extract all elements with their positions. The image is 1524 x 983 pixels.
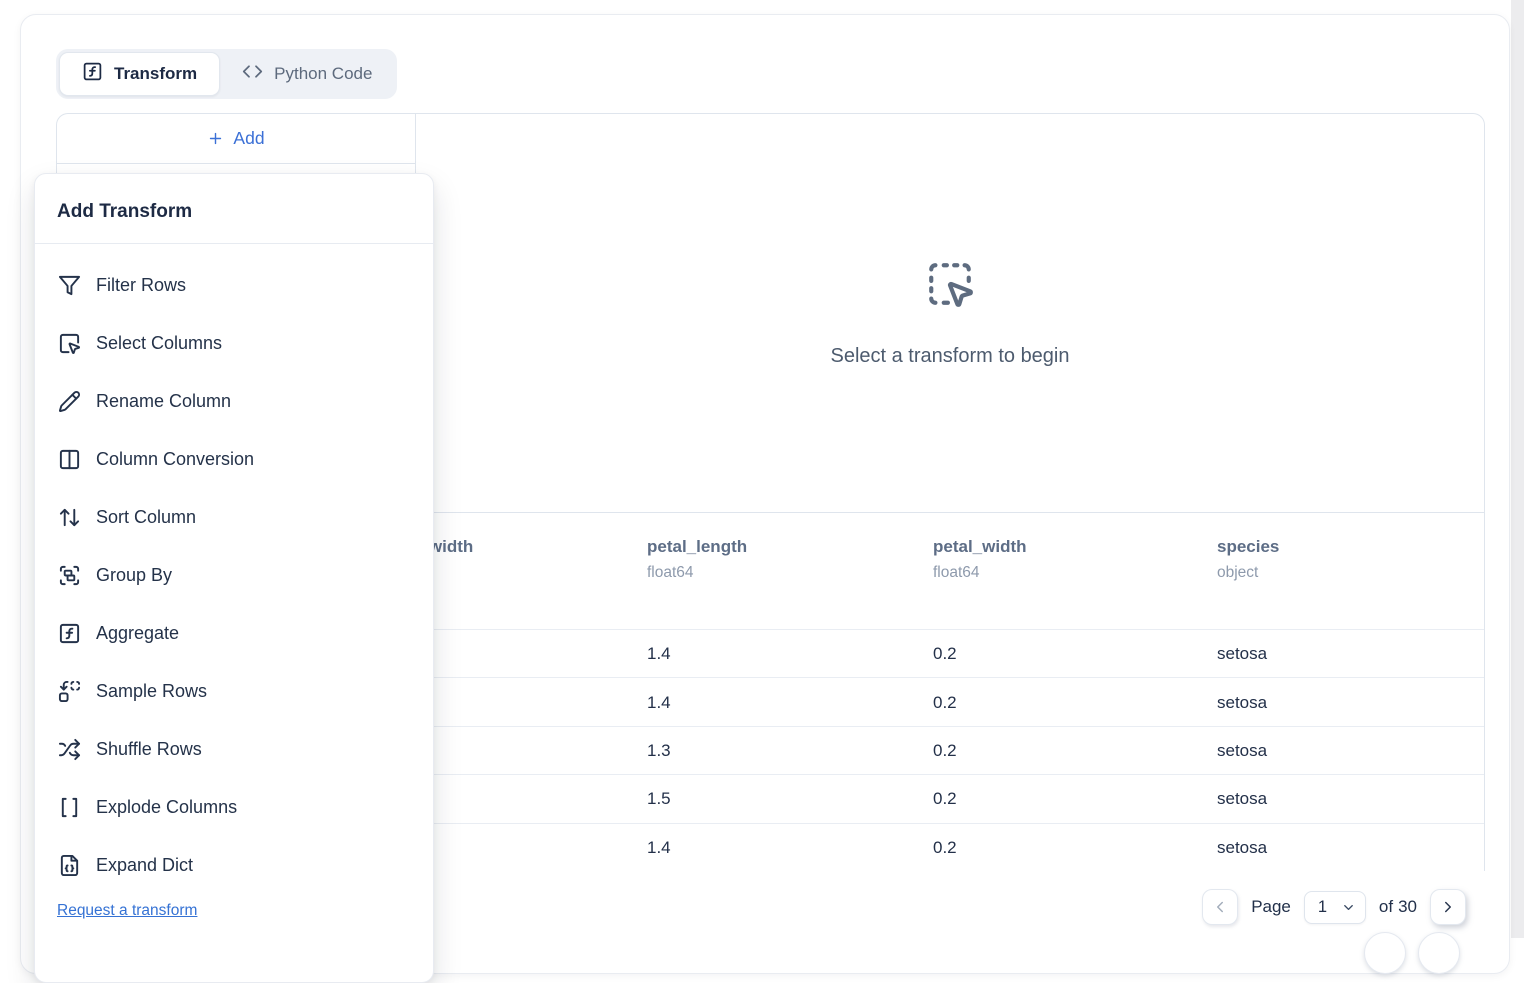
cell-petal-width: 0.2 xyxy=(933,692,957,712)
group-icon xyxy=(57,563,81,587)
column-dtype: float64 xyxy=(647,564,694,581)
cell-petal-width: 0.2 xyxy=(933,837,957,857)
tab-python-code[interactable]: Python Code xyxy=(220,52,394,96)
prev-page-button[interactable] xyxy=(1202,889,1239,925)
table-row[interactable]: 1.4 0.2 setosa xyxy=(57,822,1484,871)
sort-icon xyxy=(57,505,81,529)
dropdown-item-explode-columns[interactable]: Explode Columns xyxy=(35,778,433,836)
chevron-left-icon xyxy=(1211,898,1229,916)
brackets-icon xyxy=(57,795,81,819)
cell-petal-width: 0.2 xyxy=(933,644,957,664)
dropdown-item-aggregate[interactable]: Aggregate xyxy=(35,604,433,662)
columns-icon xyxy=(57,447,81,471)
add-transform-dropdown: Add Transform Filter Rows Select Columns… xyxy=(34,173,434,983)
select-columns-icon xyxy=(57,331,81,355)
function-square-icon xyxy=(82,61,103,87)
function-icon xyxy=(57,621,81,645)
expand-dict-icon xyxy=(57,853,81,877)
funnel-icon xyxy=(57,273,81,297)
dropdown-item-rename-column[interactable]: Rename Column xyxy=(35,372,433,430)
dropdown-item-select-columns[interactable]: Select Columns xyxy=(35,314,433,372)
dropdown-item-filter-rows[interactable]: Filter Rows xyxy=(35,256,433,314)
request-transform-link[interactable]: Request a transform xyxy=(57,902,198,919)
table-row[interactable]: 1.4 0.2 setosa xyxy=(57,677,1484,725)
cell-petal-length: 1.5 xyxy=(647,789,671,809)
editor-tabbar: Transform Python Code xyxy=(56,49,398,99)
column-dtype: float64 xyxy=(933,564,980,581)
dashed-square-mouse-pointer-icon xyxy=(925,259,975,309)
cell-species: setosa xyxy=(1217,740,1268,760)
page-scrollbar[interactable] xyxy=(1511,0,1524,938)
dropdown-item-column-conversion[interactable]: Column Conversion xyxy=(35,430,433,488)
dropdown-title: Add Transform xyxy=(57,201,193,222)
column-name: petal_width xyxy=(933,537,1027,556)
dropdown-menu: Filter Rows Select Columns Rename Column… xyxy=(35,244,433,894)
column-name: species xyxy=(1217,537,1280,556)
plus-icon xyxy=(207,130,224,147)
dropdown-item-shuffle-rows[interactable]: Shuffle Rows xyxy=(35,720,433,778)
column-name: petal_length xyxy=(647,537,748,556)
page-label: Page xyxy=(1251,897,1291,916)
code-icon xyxy=(242,61,263,87)
table-body: 1.4 0.2 setosa 1.4 0.2 setosa 1.3 0.2 se… xyxy=(57,629,1484,871)
cell-petal-width: 0.2 xyxy=(933,740,957,760)
pencil-icon xyxy=(57,389,81,413)
column-header[interactable]: petal_width float64 xyxy=(933,513,1217,629)
tab-python-code-label: Python Code xyxy=(274,64,373,83)
page-select[interactable]: 1 xyxy=(1303,890,1366,924)
dropdown-item-group-by[interactable]: Group By xyxy=(35,546,433,604)
sample-icon xyxy=(57,679,81,703)
app-card: Transform Python Code Add Select a trans… xyxy=(20,14,1510,983)
next-page-button[interactable] xyxy=(1430,889,1466,925)
chevron-down-icon xyxy=(1341,900,1356,915)
tab-transform-label: Transform xyxy=(114,64,198,83)
column-dtype: object xyxy=(1217,564,1259,581)
page-total: of 30 xyxy=(1378,897,1417,916)
cell-species: setosa xyxy=(1217,692,1268,712)
dropdown-divider xyxy=(35,243,433,244)
cell-petal-length: 1.3 xyxy=(647,740,671,760)
cell-petal-length: 1.4 xyxy=(647,692,671,712)
cell-species: setosa xyxy=(1217,837,1268,857)
tab-transform[interactable]: Transform xyxy=(59,52,221,96)
dropdown-item-expand-dict[interactable]: Expand Dict xyxy=(35,836,433,894)
page-select-value: 1 xyxy=(1317,897,1328,916)
column-header[interactable]: petal_length float64 xyxy=(647,513,933,629)
cell-species: setosa xyxy=(1217,644,1268,664)
cell-species: setosa xyxy=(1217,789,1268,809)
cell-petal-length: 1.4 xyxy=(647,837,671,857)
shuffle-icon xyxy=(57,737,81,761)
cropped-button[interactable] xyxy=(1418,932,1460,974)
table-row[interactable]: 1.3 0.2 setosa xyxy=(57,725,1484,774)
chevron-right-icon xyxy=(1439,898,1457,916)
dropdown-item-sort-column[interactable]: Sort Column xyxy=(35,488,433,546)
dropdown-item-sample-rows[interactable]: Sample Rows xyxy=(35,662,433,720)
cell-petal-length: 1.4 xyxy=(647,644,671,664)
empty-state-text: Select a transform to begin xyxy=(830,344,1070,367)
transform-editor: Add Select a transform to begin xyxy=(57,114,1484,513)
empty-state: Select a transform to begin xyxy=(416,114,1484,512)
pagination: Page 1 of 30 xyxy=(1202,889,1466,925)
cropped-button[interactable] xyxy=(1364,932,1406,974)
table-row[interactable]: 1.5 0.2 setosa xyxy=(57,774,1484,822)
cell-petal-width: 0.2 xyxy=(933,789,957,809)
add-transform-button[interactable]: Add xyxy=(207,128,265,149)
table-row[interactable]: 1.4 0.2 setosa xyxy=(57,629,1484,677)
column-header[interactable]: species object xyxy=(1217,513,1484,629)
add-button-label: Add xyxy=(233,128,265,148)
add-row: Add xyxy=(57,114,415,164)
